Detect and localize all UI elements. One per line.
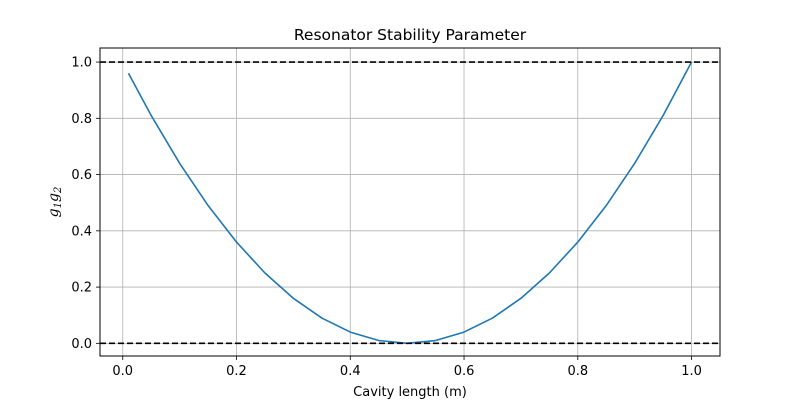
x-axis-label: Cavity length (m): [353, 385, 467, 400]
x-tick-label: 0.0: [112, 364, 133, 379]
y-axis-label-g2: g: [46, 193, 62, 202]
x-tick-label: 0.4: [340, 364, 361, 379]
y-axis-label-sub2: 2: [53, 187, 64, 194]
y-tick-label: 0.6: [71, 168, 92, 183]
plot-frame: [99, 47, 721, 357]
y-tick-label: 0.0: [71, 337, 92, 352]
chart-title: Resonator Stability Parameter: [294, 26, 527, 44]
x-tick-label: 0.2: [226, 364, 247, 379]
reference-lines: [100, 61, 720, 345]
y-tick-label: 0.2: [71, 281, 92, 296]
y-axis-ticks: 0.0 0.2 0.4 0.6 0.8 1.0: [71, 56, 100, 352]
y-axis-label-sub1: 1: [53, 202, 64, 208]
x-axis-ticks: 0.0 0.2 0.4 0.6 0.8 1.0: [112, 356, 702, 379]
y-tick-label: 1.0: [71, 56, 92, 71]
y-tick-label: 0.4: [71, 224, 92, 239]
y-axis-label-g1: g: [46, 208, 62, 217]
x-tick-label: 0.6: [454, 364, 475, 379]
x-tick-label: 1.0: [681, 364, 702, 379]
y-axis-label: g1g2: [46, 187, 64, 218]
x-tick-label: 0.8: [567, 364, 588, 379]
y-tick-label: 0.8: [71, 112, 92, 127]
